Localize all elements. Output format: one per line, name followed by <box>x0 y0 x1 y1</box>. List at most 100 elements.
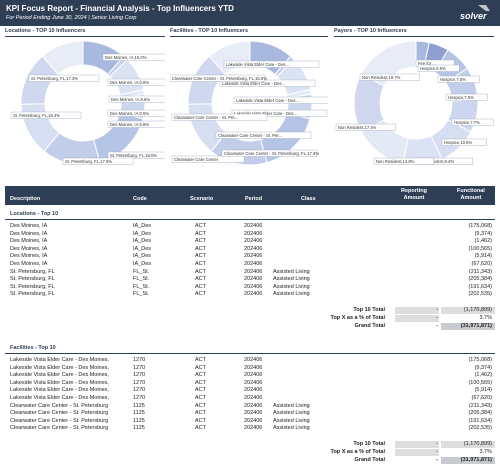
cell-class: Assisted Living <box>273 283 310 290</box>
slice-label-box <box>445 93 488 101</box>
panel-title: Payors - TOP 10 Influencers <box>334 28 494 37</box>
table-row: Clearwater Care Center - St. Petersburg 1… <box>5 403 495 411</box>
cell-code: 1270 <box>133 379 146 386</box>
table-row: St. Petersburg, FL FL_St. ACT 202406 Assiste… <box>5 291 495 299</box>
table-row: Des Moines, IA IA_Des ACT 202406 (9,374) <box>5 231 495 239</box>
cell-functional-amount: (211,343) <box>468 268 492 275</box>
slice-label: Des Moines, IA,0.8% <box>110 80 149 85</box>
cell-code: IA_Des <box>133 245 152 252</box>
slice-label: Hospice,6.5% <box>420 66 446 71</box>
total-functional-amount: 3.7% <box>479 448 492 455</box>
total-label: Top X as a % of Total <box>330 314 386 321</box>
cell-code: 1270 <box>133 372 146 379</box>
cell-code: FL_St. <box>133 268 150 275</box>
cell-description: Clearwater Care Center - St. Petersburg <box>10 417 109 424</box>
cell-code: IA_Des <box>133 253 152 260</box>
cell-description: Des Moines, IA <box>10 245 48 252</box>
cell-code: FL_St. <box>133 283 150 290</box>
table-row: Clearwater Care Center - St. Petersburg 1… <box>5 418 495 426</box>
cell-scenario: ACT <box>195 291 206 298</box>
cell-period: 202406 <box>244 260 263 267</box>
slice-label: St. Petersburg, FL,17.5% <box>65 159 112 164</box>
cell-scenario: ACT <box>195 230 206 237</box>
cell-code: 1270 <box>133 364 146 371</box>
cell-class: Assisted Living <box>273 402 310 409</box>
cell-functional-amount: (175,068) <box>468 223 492 229</box>
total-functional-amount: (1,170,899) <box>441 306 495 314</box>
cell-description: Des Moines, IA <box>10 253 48 260</box>
cell-class: Assisted Living <box>273 417 310 424</box>
cell-period: 202406 <box>244 230 263 237</box>
slice-label: Clearwater Care Center - St. Pet... <box>218 133 282 138</box>
slice-label: Hospice,10.5% <box>444 140 472 145</box>
cell-scenario: ACT <box>195 425 206 432</box>
slice-label-box <box>108 95 165 103</box>
cell-scenario: ACT <box>195 245 206 252</box>
slice-label: Lakeside Vista Elder Care - Des... <box>222 81 285 86</box>
cell-functional-amount: (67,620) <box>471 260 493 267</box>
cell-code: IA_Des <box>133 238 152 245</box>
report-header: KPI Focus Report - Financial Analysis - … <box>0 0 500 26</box>
table-row: Clearwater Care Center - St. Petersburg 1… <box>5 410 495 418</box>
cell-period: 202406 <box>244 253 263 260</box>
cell-description: Lakeside Vista Elder Care - Des Moines, <box>10 372 109 379</box>
cell-functional-amount: (67,620) <box>471 394 493 401</box>
slice-label-box <box>233 96 328 104</box>
table-body: Locations - Top 10 Des Moines, IA IA_Des AC… <box>5 208 495 470</box>
total-row: Top 10 Total - (1,170,899) <box>5 306 495 315</box>
table-row: Lakeside Vista Elder Care - Des Moines, 1… <box>5 357 495 365</box>
cell-scenario: ACT <box>195 372 206 379</box>
slice-label: Non Resident,9.4% <box>418 159 454 164</box>
slice-label-box <box>170 74 266 82</box>
cell-class: Assisted Living <box>273 425 310 432</box>
total-functional-amount: (31,971,871) <box>441 322 495 330</box>
slice-label-box <box>215 131 312 139</box>
cell-code: 1125 <box>133 402 145 409</box>
cell-period: 202406 <box>244 387 263 394</box>
slice-label: Des Moines, IA,8.6% <box>111 97 150 102</box>
slice-label: Des Moines, IA,15.0% <box>105 55 147 60</box>
slice-label: Hospice,7.7% <box>454 120 480 125</box>
locations-donut-chart: Des Moines, IA,15.0% Des Moines, IA,0.8% D… <box>10 40 165 166</box>
cell-scenario: ACT <box>195 364 206 371</box>
table-row: St. Petersburg, FL FL_St. ACT 202406 Assiste… <box>5 269 495 277</box>
total-reporting-amount: - <box>436 456 438 463</box>
total-functional-amount: 3.7% <box>479 314 492 321</box>
cell-period: 202406 <box>244 356 263 363</box>
cell-scenario: ACT <box>195 276 206 283</box>
slice-label: Hospice,7.5% <box>448 95 474 100</box>
cell-functional-amount: (205,384) <box>468 276 492 283</box>
total-reporting-amount: - <box>395 440 439 448</box>
cell-scenario: ACT <box>195 410 206 417</box>
cell-functional-amount: (100,565) <box>468 379 492 386</box>
cell-description: Clearwater Care Center - St. Petersburg <box>10 410 109 417</box>
cell-class: Assisted Living <box>273 276 310 283</box>
slice-label-box <box>10 111 82 119</box>
donut-slice <box>41 40 84 76</box>
slice-label-box <box>223 60 320 68</box>
total-label: Grand Total <box>354 456 385 463</box>
total-row: Top X as a % of Total - 3.7% <box>5 314 495 323</box>
top-influencers-table: Description Code Scenario Period Class R… <box>5 186 495 470</box>
table-row: Lakeside Vista Elder Care - Des Moines, 1… <box>5 372 495 380</box>
cell-functional-amount: (175,068) <box>468 356 492 363</box>
cell-scenario: ACT <box>195 387 206 394</box>
slice-label: Des Moines, IA,0.5% <box>110 111 149 116</box>
facilities-donut-chart: Lakeside Vista Elder Care - Des... Lakesi… <box>170 40 328 166</box>
cell-functional-amount: (191,634) <box>468 283 492 290</box>
cell-period: 202406 <box>244 291 263 298</box>
cell-period: 202406 <box>244 364 263 371</box>
cell-period: 202406 <box>244 394 263 401</box>
slice-label: St. Petersburg, FL,18.0% <box>110 153 157 158</box>
cell-description: Lakeside Vista Elder Care - Des Moines, <box>10 364 109 371</box>
facilities-donut-panel: Facilities - TOP 10 Influencers Lakeside… <box>170 28 328 180</box>
cell-code: 1125 <box>133 417 145 424</box>
total-label: Top 10 Total <box>353 306 385 313</box>
cell-description: St. Petersburg, FL <box>10 291 55 298</box>
cell-class: Assisted Living <box>273 268 310 275</box>
cell-scenario: ACT <box>195 238 206 245</box>
cell-scenario: ACT <box>195 283 206 290</box>
total-label: Top 10 Total <box>353 440 385 447</box>
report-title: KPI Focus Report - Financial Analysis - … <box>6 4 234 13</box>
cell-code: FL_St. <box>133 291 150 298</box>
